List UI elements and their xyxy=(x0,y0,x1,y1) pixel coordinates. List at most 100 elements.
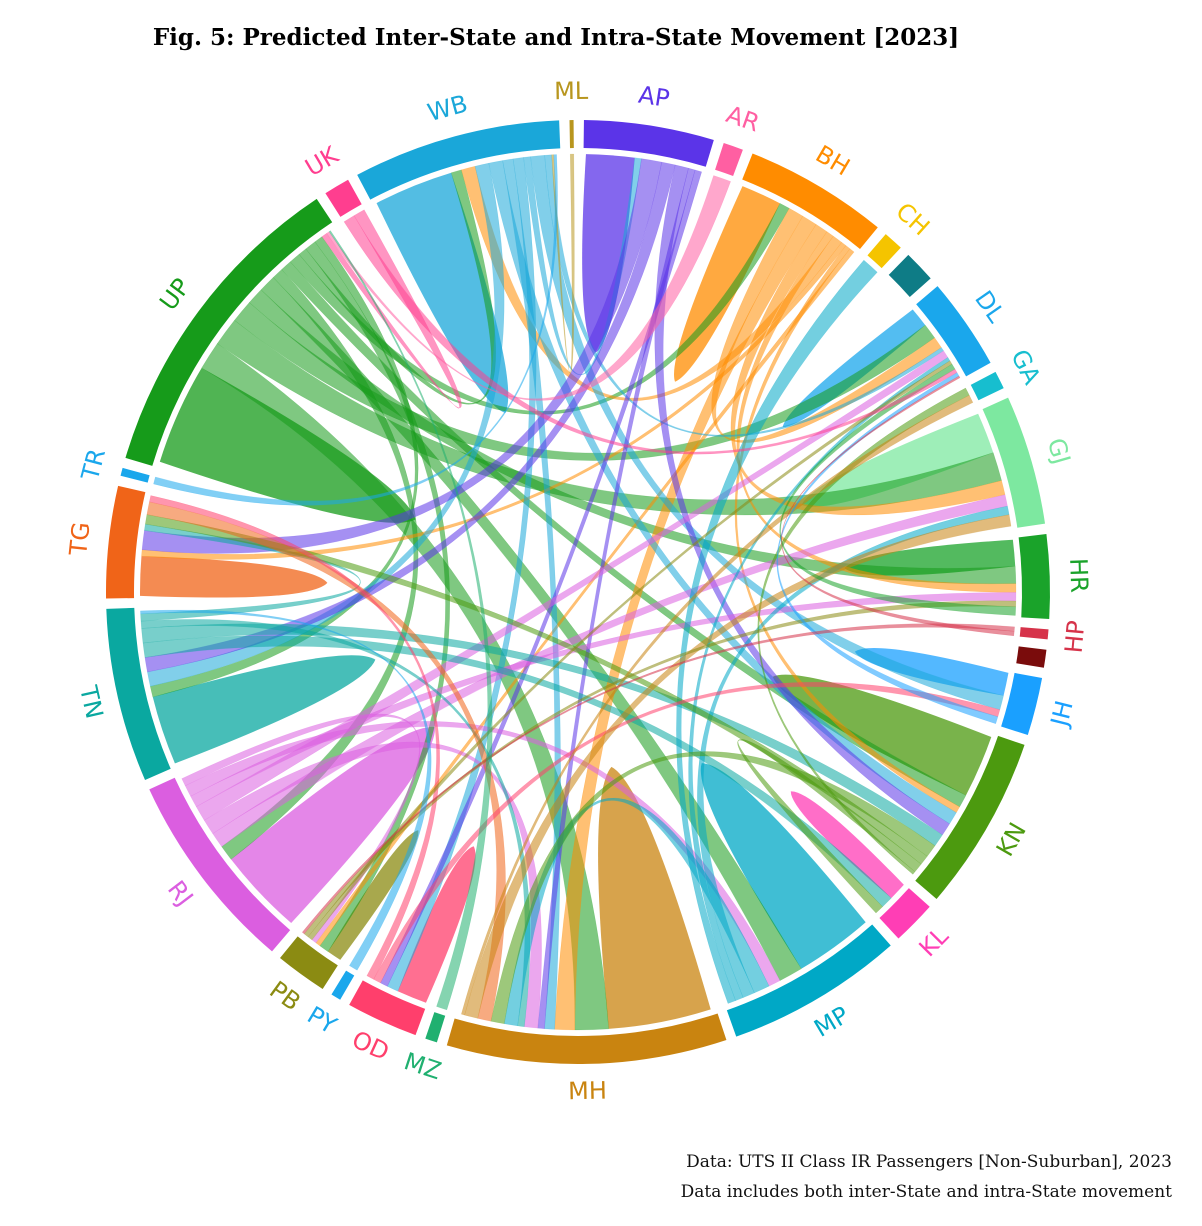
flow-ribbon-kn-ga xyxy=(757,387,970,875)
intra-ribbon-gj xyxy=(801,413,994,507)
state-label-kn: KN xyxy=(991,818,1032,861)
state-arc-tn xyxy=(106,607,171,780)
state-arc-up xyxy=(125,198,333,466)
state-label-hr: HR xyxy=(1064,558,1093,594)
state-arc-kn xyxy=(915,735,1025,899)
state-label-wb: WB xyxy=(424,90,470,128)
state-arc-bh xyxy=(742,153,878,250)
state-label-pb: PB xyxy=(264,976,305,1017)
flow-ribbon-ml-wb xyxy=(551,153,575,374)
flow-ribbon-wb-kn xyxy=(488,160,957,825)
chord-diagram: ML AP AR BH CH DL GA GJ HR HP JH KN KL MP MH MZ OD PY PB RJ… xyxy=(0,60,1202,1140)
flow-ribbon-wb-tn xyxy=(147,162,505,687)
state-label-bh: BH xyxy=(811,140,855,182)
state-label-mz: MZ xyxy=(401,1047,445,1085)
flow-ribbon-uk-dl xyxy=(343,215,958,455)
intra-ribbon-ap xyxy=(582,154,635,353)
flow-ribbon-mp-gj xyxy=(697,505,1010,998)
state-arc-uk xyxy=(325,179,362,217)
state-arc-ch xyxy=(867,234,901,269)
intra-ribbon-mh xyxy=(598,766,711,1029)
flow-ribbon-tn-kn xyxy=(141,623,943,847)
flow-ribbon-hp-pb xyxy=(301,623,1015,935)
flow-ribbon-tn-mh xyxy=(140,619,531,1027)
state-arc-dl xyxy=(916,286,991,377)
state-arc-rj xyxy=(149,777,291,952)
flow-ribbon-bh-gj xyxy=(730,224,1006,516)
flow-ribbon-up-tn xyxy=(149,236,419,698)
flow-ribbon-mh-ga xyxy=(461,394,974,1016)
state-label-mh: MH xyxy=(568,1077,607,1106)
state-label-ga: GA xyxy=(1005,345,1046,389)
flow-ribbon-up-hr xyxy=(248,289,1017,585)
flow-ribbon-rj-pb xyxy=(181,713,421,944)
state-arc-ml xyxy=(569,120,574,149)
state-label-ch: CH xyxy=(890,197,935,241)
state-arc-gj xyxy=(982,397,1046,528)
state-label-dl: DL xyxy=(969,286,1011,329)
state-arc-ap xyxy=(583,120,714,167)
state-label-tr: TR xyxy=(76,446,111,484)
flow-ribbon-tr-wb xyxy=(153,154,558,506)
state-arc-mz xyxy=(425,1012,446,1043)
intra-ribbon-up xyxy=(159,367,416,523)
intra-ribbon-hr xyxy=(844,539,1016,576)
intra-ribbon-wb xyxy=(376,172,509,414)
state-label-tn: TN xyxy=(74,682,109,721)
state-label-tg: TG xyxy=(64,521,95,558)
flow-ribbon-rj-dl xyxy=(195,350,949,821)
flow-ribbon-pb-dl xyxy=(307,360,953,941)
state-arc-jh xyxy=(1001,672,1043,736)
intra-ribbon-kn xyxy=(772,674,992,796)
source-note: Data: UTS II Class IR Passengers [Non-Su… xyxy=(686,1152,1172,1172)
state-label-ap: AP xyxy=(637,81,672,113)
state-arc-ar xyxy=(715,143,743,176)
state-label-jh: JH xyxy=(1045,698,1079,731)
state-arc-od xyxy=(349,980,426,1036)
intra-ribbon-tg xyxy=(139,556,328,598)
state-arc-hr xyxy=(1018,533,1050,619)
flow-ribbon-hp-dl xyxy=(781,375,1015,637)
intra-ribbon-rj xyxy=(231,726,435,924)
state-arc-ga xyxy=(970,371,1004,401)
state-label-gj: GJ xyxy=(1042,435,1076,468)
flow-ribbon-wb-dl xyxy=(544,154,944,437)
flow-ribbon-ar-up xyxy=(326,175,731,401)
flow-ribbon-ap-kn xyxy=(654,164,950,836)
state-label-hp: HP xyxy=(1060,619,1091,654)
intra-ribbon-od xyxy=(397,846,476,1003)
flow-ribbon-mp-ch xyxy=(676,259,878,1004)
chart-title: Fig. 5: Predicted Inter-State and Intra-… xyxy=(152,24,960,51)
flow-ribbon-ap-tg xyxy=(141,158,663,554)
state-label-ml: ML xyxy=(554,77,589,105)
flow-ribbon-wb-ap xyxy=(523,156,642,375)
state-arc-tg xyxy=(106,485,146,599)
flow-ribbon-ap-tn xyxy=(144,161,676,673)
state-arc-kl xyxy=(879,888,930,939)
state-arc-tr xyxy=(120,467,150,483)
state-arc-mh xyxy=(446,1013,727,1064)
flow-ribbon-up-mh xyxy=(201,343,609,1031)
arcs-layer xyxy=(106,120,1050,1064)
state-arc-mp xyxy=(726,924,891,1037)
state-label-rj: RJ xyxy=(162,875,199,911)
flow-ribbon-hr-dl xyxy=(779,363,1017,616)
state-label-py: PY xyxy=(302,1001,341,1040)
flow-ribbon-bh-wb xyxy=(461,165,843,401)
state-label-od: OD xyxy=(348,1025,394,1066)
intra-ribbon-kl xyxy=(790,791,904,899)
flow-ribbon-py-tn xyxy=(140,609,432,971)
state-label-kl: KL xyxy=(914,921,955,962)
flow-ribbon-bh-pb xyxy=(315,248,855,947)
state-arc-hp xyxy=(1019,627,1049,640)
flow-ribbon-uk-up xyxy=(321,209,462,409)
flow-ribbon-tn-kl xyxy=(142,635,892,908)
state-label-up: UP xyxy=(154,273,196,315)
state-label-ar: AR xyxy=(723,100,763,137)
state-arc-pb xyxy=(280,936,338,989)
state-arc-wb xyxy=(357,120,561,200)
flow-ribbon-od-jh xyxy=(373,682,1001,984)
intra-ribbon-tn xyxy=(152,655,376,764)
flow-ribbon-up-bh xyxy=(289,203,790,415)
